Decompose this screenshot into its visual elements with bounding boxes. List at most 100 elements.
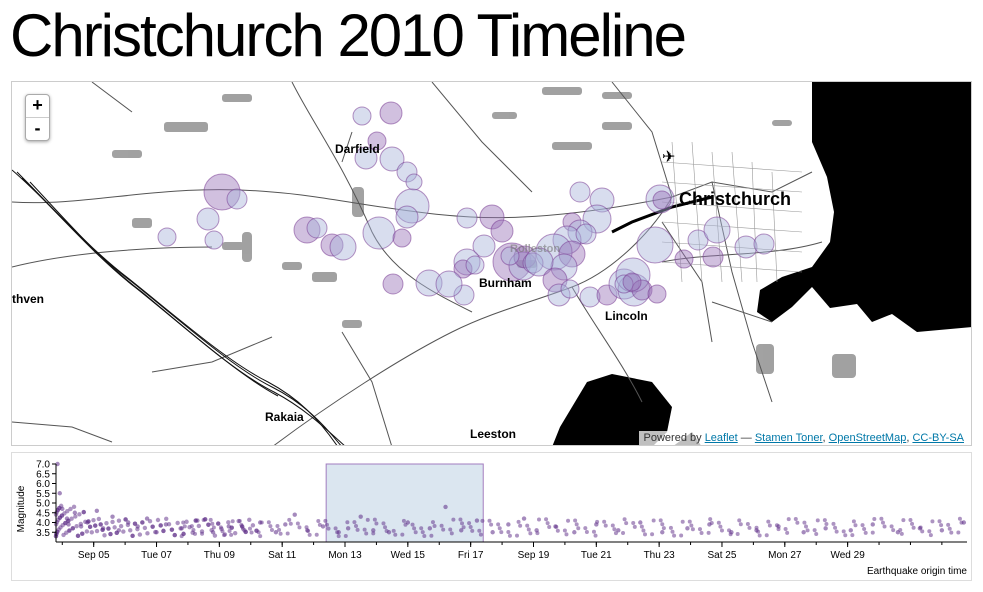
quake-point	[314, 532, 319, 537]
quake-point	[918, 525, 923, 530]
quake-bubble[interactable]	[465, 255, 485, 275]
quake-point	[747, 525, 752, 530]
quake-bubble[interactable]	[550, 253, 578, 281]
quake-point	[460, 521, 465, 526]
quake-bubble[interactable]	[614, 274, 634, 294]
quake-bubble[interactable]	[734, 235, 758, 259]
quake-bubble[interactable]	[415, 269, 443, 297]
quake-bubble[interactable]	[753, 233, 775, 255]
quake-bubble[interactable]	[435, 270, 463, 298]
quake-point	[66, 518, 71, 524]
quake-point	[135, 526, 140, 532]
quake-point	[277, 527, 282, 532]
quake-point	[229, 532, 234, 537]
quake-bubble[interactable]	[453, 284, 475, 306]
quake-bubble[interactable]	[636, 226, 674, 264]
quake-bubble[interactable]	[703, 216, 731, 244]
quake-point	[499, 530, 504, 535]
quake-bubble[interactable]	[479, 204, 505, 230]
quake-bubble[interactable]	[596, 284, 618, 306]
quake-point	[358, 514, 363, 519]
quake-bubble[interactable]	[652, 190, 672, 210]
quake-bubble[interactable]	[320, 233, 344, 257]
quake-point	[256, 530, 261, 535]
leaflet-link[interactable]: Leaflet	[704, 432, 738, 444]
quake-bubble[interactable]	[405, 173, 423, 191]
quake-bubble[interactable]	[367, 131, 387, 151]
quake-point	[285, 531, 290, 536]
quake-bubble[interactable]	[157, 227, 177, 247]
quake-bubble[interactable]	[522, 252, 544, 274]
quake-point	[258, 534, 263, 539]
earthquake-bubbles	[157, 101, 775, 308]
quake-point	[880, 520, 885, 525]
quake-bubble[interactable]	[306, 217, 328, 239]
zoom-in-button[interactable]: +	[26, 95, 49, 118]
quake-bubble[interactable]	[579, 286, 601, 308]
quake-point	[128, 528, 133, 533]
quake-bubble[interactable]	[524, 247, 554, 277]
timeline-chart[interactable]: 7.0 6.5 6.0 5.5 5.0 4.5 4.0 3.5 Sep 05 Tue 07 Thu…	[11, 452, 972, 581]
quake-bubble[interactable]	[535, 233, 573, 271]
quake-point	[362, 527, 367, 532]
quake-bubble[interactable]	[631, 279, 653, 301]
quake-point	[158, 523, 163, 528]
quake-bubble[interactable]	[674, 249, 694, 269]
quake-point	[316, 519, 321, 524]
stamen-toner-link[interactable]: Stamen Toner	[754, 432, 823, 444]
quake-point	[802, 520, 807, 525]
quake-bubble[interactable]	[394, 188, 430, 224]
quake-bubble[interactable]	[617, 273, 651, 307]
quake-bubble[interactable]	[560, 279, 580, 299]
timeline-svg[interactable]: 7.06.56.05.55.04.54.03.5 Sep 05 Tue 07 Thu…	[12, 453, 971, 580]
map-tiles: ✈ Christchurch Darfield Burnham Lincoln …	[12, 82, 971, 445]
quake-bubble[interactable]	[615, 257, 651, 293]
quake-point	[429, 533, 434, 538]
quake-bubble[interactable]	[203, 173, 241, 211]
quake-point	[947, 526, 952, 531]
quake-bubble[interactable]	[379, 101, 403, 125]
quake-bubble[interactable]	[558, 240, 586, 268]
quake-bubble[interactable]	[569, 181, 591, 203]
quake-bubble[interactable]	[329, 233, 357, 261]
quake-point	[516, 519, 521, 524]
quake-bubble[interactable]	[622, 272, 642, 292]
quake-bubble[interactable]	[352, 106, 372, 126]
quake-point	[287, 517, 292, 522]
quake-bubble[interactable]	[204, 230, 224, 250]
map[interactable]: ✈ Christchurch Darfield Burnham Lincoln …	[11, 81, 972, 446]
quake-bubble[interactable]	[196, 207, 220, 231]
quake-bubble[interactable]	[354, 146, 378, 170]
quake-bubble[interactable]	[456, 207, 478, 229]
quake-bubble[interactable]	[702, 246, 724, 268]
quake-bubble[interactable]	[379, 146, 405, 172]
quake-bubble[interactable]	[575, 223, 597, 245]
quake-bubble[interactable]	[395, 205, 419, 229]
quake-bubble[interactable]	[547, 283, 571, 307]
quake-bubble[interactable]	[453, 259, 473, 279]
zoom-out-button[interactable]: -	[34, 118, 41, 138]
quake-bubble[interactable]	[396, 161, 418, 183]
quake-point	[427, 526, 433, 531]
quake-point	[754, 525, 759, 530]
quake-bubble[interactable]	[382, 273, 404, 295]
time-brush[interactable]	[325, 463, 484, 543]
quake-bubble[interactable]	[647, 284, 667, 304]
quake-point	[757, 533, 762, 538]
openstreetmap-link[interactable]: OpenStreetMap	[828, 432, 907, 444]
quake-point	[189, 524, 194, 529]
quake-bubble[interactable]	[500, 246, 520, 266]
quake-point	[161, 528, 166, 534]
quake-bubble[interactable]	[392, 228, 412, 248]
x-tick-label: Mon 27	[768, 550, 802, 561]
quake-bubble[interactable]	[490, 219, 514, 243]
quake-point	[555, 528, 560, 533]
quake-point	[372, 517, 377, 522]
quake-bubble[interactable]	[589, 187, 615, 213]
quake-bubble[interactable]	[472, 234, 496, 258]
quake-bubble[interactable]	[362, 216, 396, 250]
cc-by-sa-link[interactable]: CC-BY-SA	[912, 432, 964, 444]
quake-point	[137, 532, 143, 537]
quake-bubble[interactable]	[226, 188, 248, 210]
quake-point	[57, 505, 62, 511]
